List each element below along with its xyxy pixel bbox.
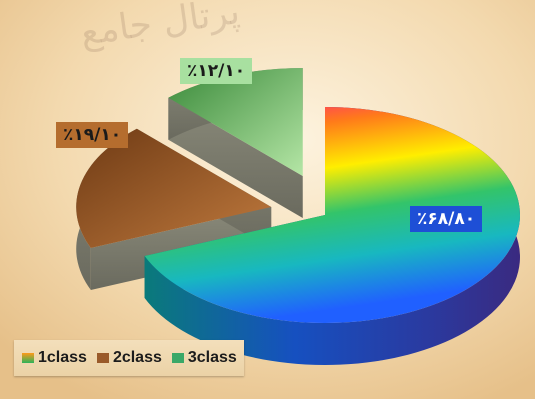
data-label-2class: ٪۱۹/۱۰: [56, 122, 129, 148]
data-label-1class: ٪۶۸/۸۰: [410, 206, 483, 232]
pie-slice-top-3class: [168, 67, 303, 176]
legend-label-1class: 1class: [38, 349, 87, 366]
data-label-3class: ٪۱۲/۱۰: [180, 58, 253, 84]
pie-slice-1class: [144, 107, 521, 365]
legend-swatch-1class: [22, 353, 34, 363]
legend-item-1class: 1class: [22, 349, 87, 367]
legend: 1class 2class 3class: [14, 340, 244, 376]
legend-item-3class: 3class: [171, 349, 237, 367]
pie-slice-top-2class: [76, 128, 272, 248]
legend-label-2class: 2class: [112, 349, 162, 366]
pie-slice-side-start-3class: [168, 97, 303, 218]
legend-swatch-3class: [171, 353, 184, 363]
legend-label-3class: 3class: [187, 349, 237, 366]
pie-slice-top-1class: [144, 107, 521, 323]
legend-swatch-2class: [96, 353, 109, 363]
pie-slice-3class: [168, 67, 303, 218]
legend-item-2class: 2class: [96, 349, 162, 367]
